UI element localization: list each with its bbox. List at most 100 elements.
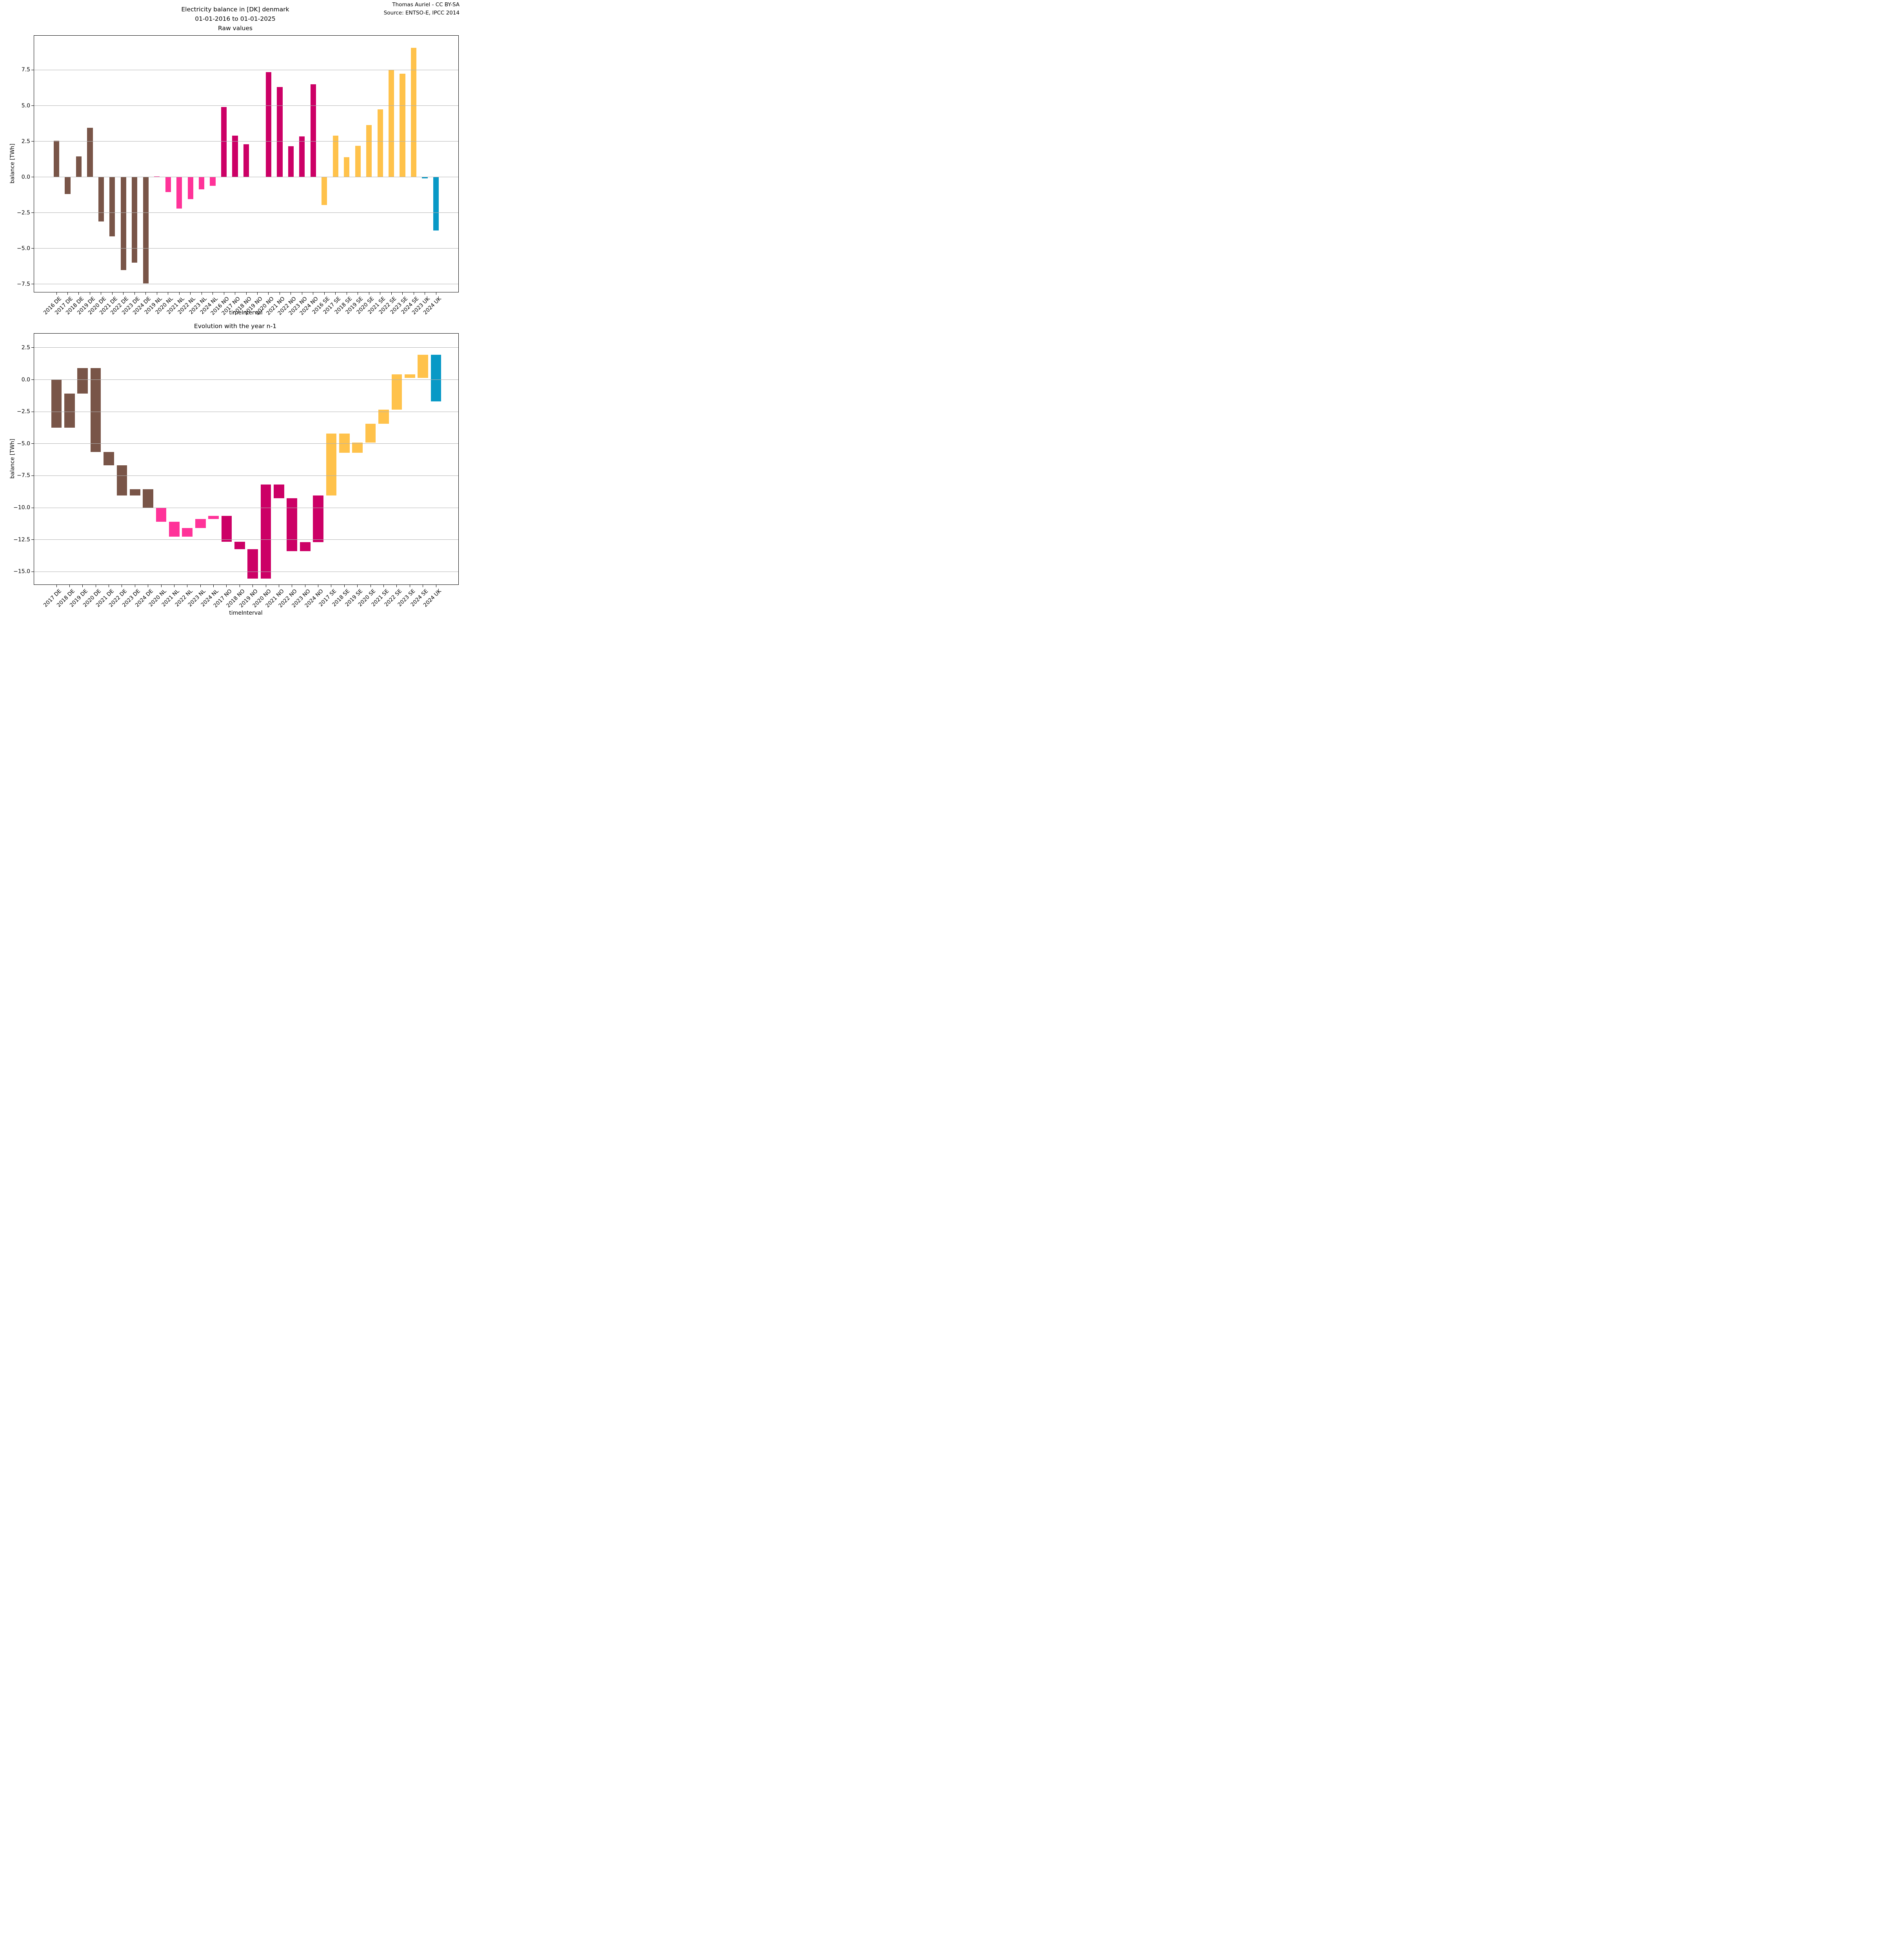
x-tick xyxy=(226,585,227,587)
x-tick xyxy=(161,585,162,587)
bar xyxy=(422,177,428,179)
bar xyxy=(265,72,272,177)
x-tick xyxy=(56,292,57,295)
x-tick xyxy=(344,585,345,587)
attribution-author: Thomas Auriel - CC BY-SA xyxy=(392,2,460,8)
bar xyxy=(53,140,60,177)
bar xyxy=(77,368,88,394)
bar xyxy=(332,136,338,177)
y-tick xyxy=(31,212,34,213)
x-tick xyxy=(391,292,392,295)
attribution-source: Source: ENTSO-E, IPCC 2014 xyxy=(383,9,460,16)
bar xyxy=(129,489,140,496)
bar xyxy=(156,508,167,522)
x-tick xyxy=(200,585,201,587)
y-tick-label: −7.5 xyxy=(17,472,30,479)
y-tick-label: −10.0 xyxy=(13,505,30,511)
y-tick xyxy=(31,475,34,476)
y-tick-label: −5.0 xyxy=(17,440,30,447)
x-tick xyxy=(335,292,336,295)
top-chart-title-line2: 01-01-2016 to 01-01-2025 xyxy=(195,15,276,22)
bar xyxy=(76,156,82,177)
figure: Thomas Auriel - CC BY-SA Source: ENTSO-E… xyxy=(0,0,470,627)
bar xyxy=(366,125,372,177)
bottom-chart-x-axis-label: timeInterval xyxy=(229,610,263,616)
top-chart-title-line3: Raw values xyxy=(218,25,253,32)
y-tick-label: −2.5 xyxy=(17,209,30,216)
top-chart-title-line1: Electricity balance in [DK] denmark xyxy=(181,6,289,13)
x-tick xyxy=(246,292,247,295)
bar xyxy=(169,522,180,537)
bar xyxy=(165,177,171,192)
bar xyxy=(418,354,428,378)
bar xyxy=(221,107,227,177)
y-tick-label: 2.5 xyxy=(21,138,30,145)
bar xyxy=(143,489,153,508)
y-tick-label: −5.0 xyxy=(17,245,30,252)
bar xyxy=(322,177,327,205)
bar xyxy=(109,177,115,236)
y-tick xyxy=(31,347,34,348)
bar xyxy=(98,177,104,221)
bar xyxy=(288,146,294,177)
gridline xyxy=(34,105,458,106)
bar xyxy=(210,177,216,186)
x-tick xyxy=(78,292,79,295)
bar xyxy=(143,177,149,284)
y-tick xyxy=(31,141,34,142)
bar xyxy=(116,465,127,496)
bottom-chart-plot-area: 2.5 0.0 −2.5 −5.0 −7.5 −10.0 −12.5 −15.0 2017 DE… xyxy=(13,333,459,609)
bar xyxy=(299,136,305,177)
x-tick xyxy=(357,585,358,587)
bar xyxy=(365,424,376,443)
x-tick xyxy=(56,585,57,587)
x-tick xyxy=(82,585,83,587)
bar xyxy=(339,433,350,453)
y-tick xyxy=(31,105,34,106)
bar xyxy=(154,176,160,177)
x-tick xyxy=(402,292,403,295)
y-tick-label: 0.0 xyxy=(21,174,30,180)
bar xyxy=(104,452,114,466)
bar xyxy=(389,70,394,177)
x-tick xyxy=(145,292,146,295)
x-tick xyxy=(123,292,124,295)
bar xyxy=(232,136,238,177)
x-tick xyxy=(257,292,258,295)
gridline xyxy=(34,475,458,476)
bar xyxy=(391,374,402,410)
bottom-chart-title: Evolution with the year n-1 xyxy=(0,321,470,331)
x-tick xyxy=(179,292,180,295)
gridline xyxy=(34,212,458,213)
bar xyxy=(310,84,316,177)
x-tick xyxy=(213,585,214,587)
bar xyxy=(274,485,284,498)
x-tick xyxy=(69,585,70,587)
bar xyxy=(344,157,350,177)
gridline xyxy=(34,379,458,380)
bar xyxy=(64,394,75,428)
x-tick xyxy=(383,585,384,587)
bar xyxy=(120,177,126,270)
attribution: Thomas Auriel - CC BY-SA Source: ENTSO-E… xyxy=(384,1,460,17)
gridline xyxy=(34,248,458,249)
gridline xyxy=(34,141,458,142)
top-chart-x-axis-label: timeInterval xyxy=(229,310,263,316)
x-tick xyxy=(112,292,113,295)
bar xyxy=(187,177,193,200)
bar xyxy=(208,516,219,519)
bar xyxy=(176,177,182,209)
bar xyxy=(378,410,389,424)
bar xyxy=(400,73,405,177)
bar xyxy=(313,495,323,543)
bottom-chart-y-axis-label: balance [TWh] xyxy=(9,439,16,479)
x-tick xyxy=(268,292,269,295)
bar xyxy=(234,541,245,550)
top-chart-plot-area: 7.5 5.0 2.5 0.0 −2.5 −5.0 −7.5 2016 DE 2017 DE 20… xyxy=(17,35,459,316)
x-tick xyxy=(396,585,397,587)
bar xyxy=(433,177,439,231)
y-tick-label: −7.5 xyxy=(17,281,30,287)
bar xyxy=(90,368,101,452)
bar xyxy=(195,519,206,528)
x-tick xyxy=(134,292,135,295)
